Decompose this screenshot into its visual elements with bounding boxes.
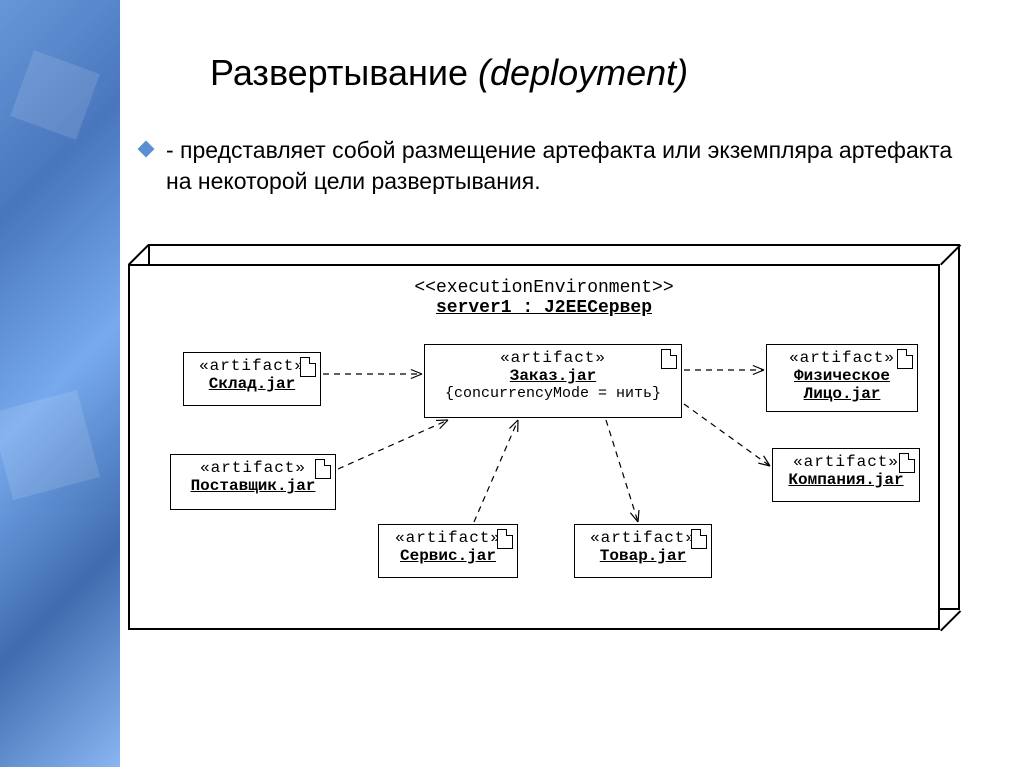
document-icon [300, 357, 316, 377]
deployment-diagram: <<executionEnvironment>> server1 : J2EEС… [128, 244, 960, 630]
title-text: Развертывание [210, 52, 478, 93]
artifact-servis: «artifact»Сервис.jar [378, 524, 518, 578]
document-icon [897, 349, 913, 369]
artifact-sklad: «artifact»Склад.jar [183, 352, 321, 406]
artifact-fizlico: «artifact»ФизическоеЛицо.jar [766, 344, 918, 412]
artifact-name: ФизическоеЛицо.jar [773, 367, 911, 403]
document-icon [691, 529, 707, 549]
bullet-text: - представляет собой размещение артефакт… [166, 135, 972, 197]
node3d-edge [940, 610, 961, 631]
document-icon [661, 349, 677, 369]
artifact-stereotype: «artifact» [773, 349, 911, 367]
artifact-stereotype: «artifact» [177, 459, 329, 477]
artifact-name: Товар.jar [581, 547, 705, 565]
artifact-zakaz: «artifact»Заказ.jar{concurrencyMode = ни… [424, 344, 682, 418]
artifact-stereotype: «artifact» [190, 357, 314, 375]
environment-header: <<executionEnvironment>> server1 : J2EEС… [128, 278, 960, 318]
artifact-name: Заказ.jar [431, 367, 675, 385]
artifact-name: Поставщик.jar [177, 477, 329, 495]
page-title: Развертывание (deployment) [210, 52, 688, 94]
artifact-stereotype: «artifact» [431, 349, 675, 367]
bullet-paragraph: - представляет собой размещение артефакт… [142, 135, 972, 197]
artifact-name: Сервис.jar [385, 547, 511, 565]
artifact-postav: «artifact»Поставщик.jar [170, 454, 336, 510]
document-icon [899, 453, 915, 473]
diamond-bullet-icon [138, 141, 155, 158]
artifact-stereotype: «artifact» [385, 529, 511, 547]
artifact-stereotype: «artifact» [779, 453, 913, 471]
title-italic: (deployment) [478, 52, 688, 93]
document-icon [497, 529, 513, 549]
artifact-constraint: {concurrencyMode = нить} [431, 385, 675, 402]
slide-decor [0, 0, 120, 767]
document-icon [315, 459, 331, 479]
environment-stereotype: <<executionEnvironment>> [128, 278, 960, 298]
artifact-name: Склад.jar [190, 375, 314, 393]
environment-name: server1 : J2EEСервер [128, 298, 960, 318]
artifact-stereotype: «artifact» [581, 529, 705, 547]
artifact-name: Компания.jar [779, 471, 913, 489]
node3d-edge [128, 244, 149, 265]
artifact-tovar: «artifact»Товар.jar [574, 524, 712, 578]
node3d-front [128, 264, 940, 630]
artifact-kompania: «artifact»Компания.jar [772, 448, 920, 502]
